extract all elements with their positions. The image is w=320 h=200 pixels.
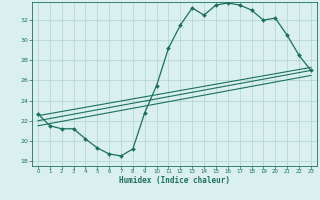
X-axis label: Humidex (Indice chaleur): Humidex (Indice chaleur) bbox=[119, 176, 230, 185]
